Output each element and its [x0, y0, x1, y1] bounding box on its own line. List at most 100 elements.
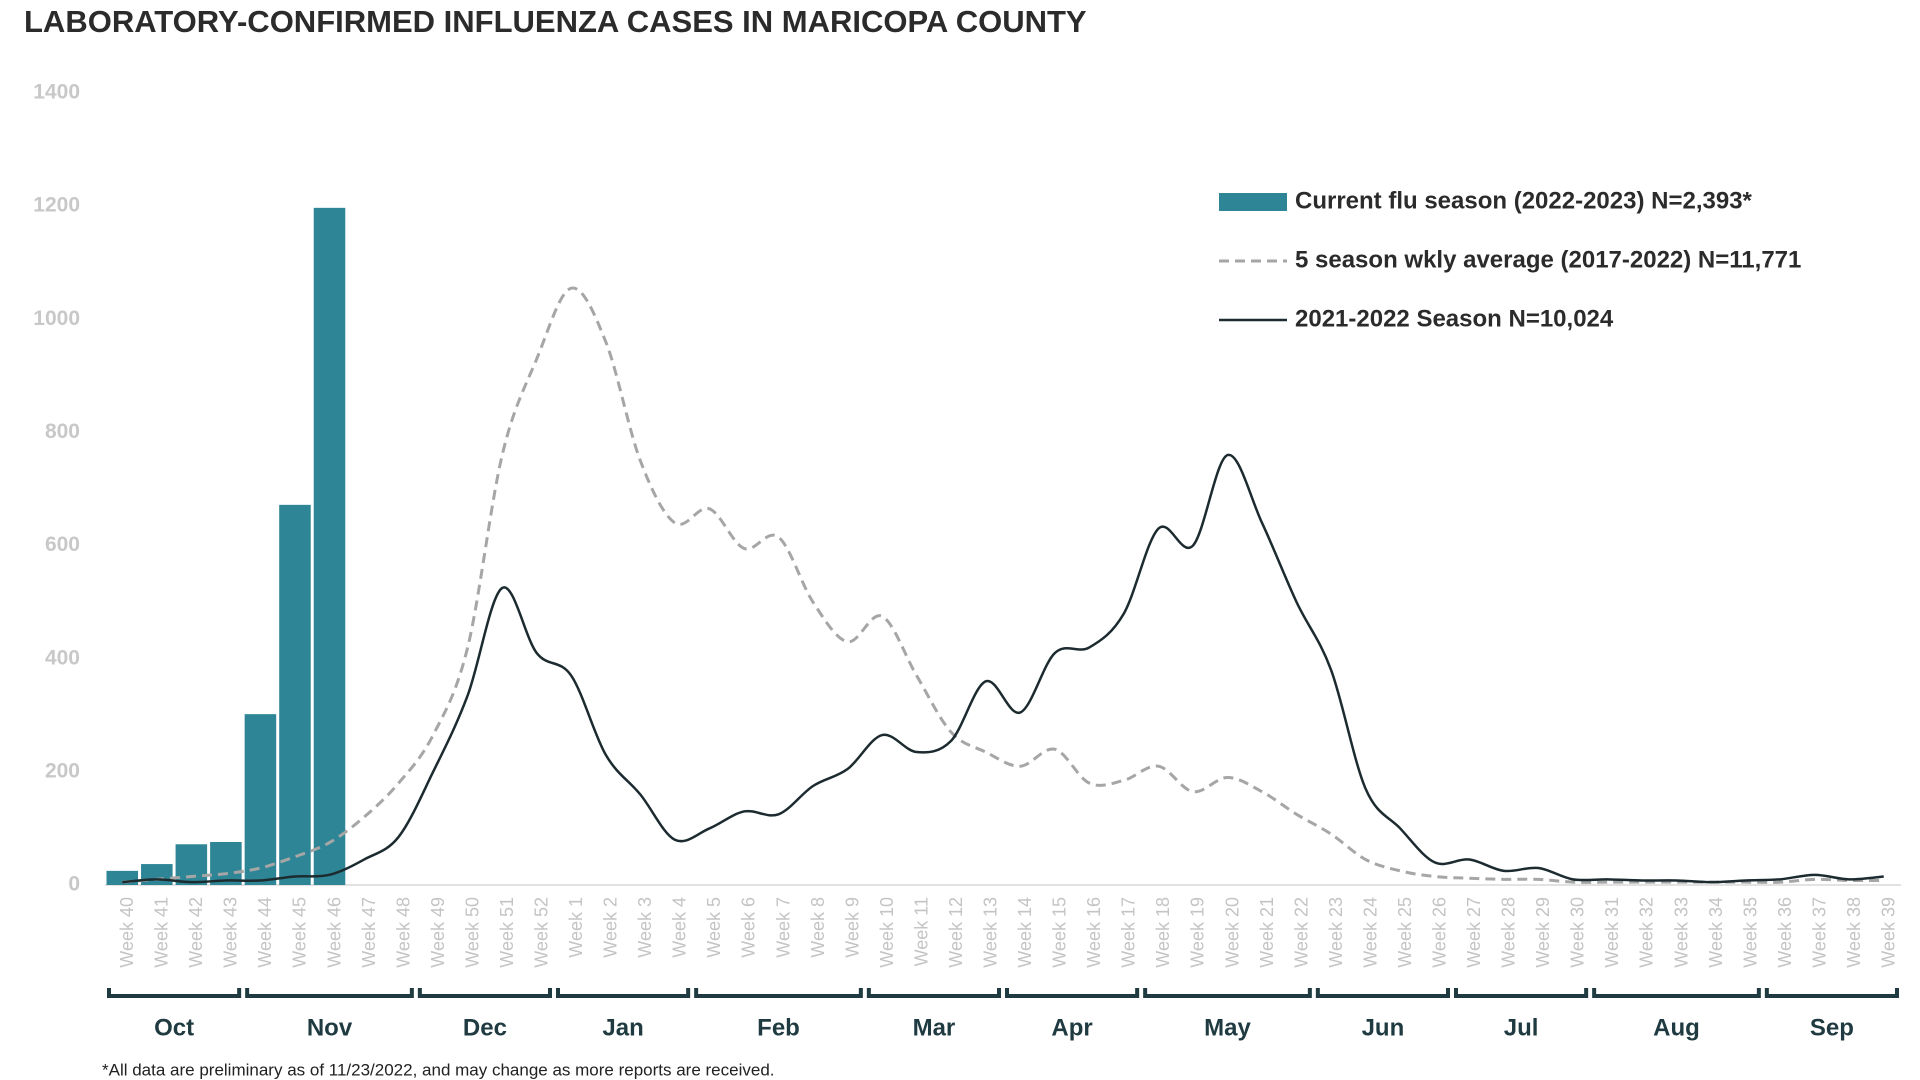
month-label: Jul [1504, 1014, 1539, 1041]
month-label: Aug [1653, 1014, 1700, 1041]
x-tick-label: Week 50 [462, 897, 482, 968]
month-bracket [245, 988, 414, 998]
x-tick-label: Week 25 [1395, 897, 1415, 968]
x-tick-label: Week 44 [255, 897, 275, 968]
x-tick-label: Week 29 [1533, 897, 1553, 968]
legend-label: 5 season wkly average (2017-2022) N=11,7… [1295, 246, 1801, 273]
month-label: Sep [1810, 1014, 1854, 1041]
line [122, 286, 1884, 884]
y-tick-label: 400 [45, 646, 80, 669]
month-label: May [1204, 1014, 1251, 1041]
x-tick-label: Week 35 [1740, 897, 1760, 968]
x-tick-label: Week 27 [1464, 897, 1484, 968]
x-tick-label: Week 37 [1809, 897, 1829, 968]
x-tick-label: Week 10 [877, 897, 897, 968]
x-tick-label: Week 34 [1706, 897, 1726, 968]
x-tick-label: Week 46 [324, 897, 344, 968]
y-tick-label: 600 [45, 533, 80, 556]
x-tick-label: Week 17 [1119, 897, 1139, 968]
x-tick-label: Week 22 [1291, 897, 1311, 968]
x-tick-label: Week 14 [1015, 897, 1035, 968]
x-tick-label: Week 7 [773, 897, 793, 958]
y-tick-label: 1400 [33, 81, 80, 104]
x-tick-label: Week 20 [1222, 897, 1242, 968]
x-tick-label: Week 4 [670, 897, 690, 958]
x-tick-label: Week 26 [1429, 897, 1449, 968]
x-tick-label: Week 33 [1671, 897, 1691, 968]
month-label: Nov [307, 1014, 353, 1041]
x-tick-label: Week 24 [1360, 897, 1380, 968]
x-tick-label: Week 48 [393, 897, 413, 968]
x-tick-label: Week 9 [842, 897, 862, 958]
month-label: Apr [1051, 1014, 1092, 1041]
x-tick-label: Week 3 [635, 897, 655, 958]
month-bracket [866, 988, 1001, 998]
x-tick-label: Week 21 [1257, 897, 1277, 968]
x-tick-label: Week 13 [980, 897, 1000, 968]
x-tick-label: Week 38 [1844, 897, 1864, 968]
x-tick-label: Week 40 [117, 897, 137, 968]
y-tick-label: 1000 [33, 307, 80, 330]
month-bracket [1454, 988, 1589, 998]
x-tick-label: Week 12 [946, 897, 966, 968]
x-tick-label: Week 19 [1188, 897, 1208, 968]
month-bracket [417, 988, 552, 998]
x-tick-label: Week 16 [1084, 897, 1104, 968]
month-bracket [1143, 988, 1312, 998]
x-tick-label: Week 31 [1602, 897, 1622, 968]
x-tick-label: Week 43 [221, 897, 241, 968]
legend-label: 2021-2022 Season N=10,024 [1295, 305, 1614, 332]
footnote: *All data are preliminary as of 11/23/20… [102, 1060, 775, 1079]
month-label: Mar [913, 1014, 956, 1041]
x-tick-label: Week 51 [497, 897, 517, 968]
month-bracket [107, 988, 242, 998]
x-tick-label: Week 42 [186, 897, 206, 968]
x-tick-label: Week 39 [1878, 897, 1898, 968]
month-label: Jun [1362, 1014, 1405, 1041]
x-tick-label: Week 15 [1050, 897, 1070, 968]
bar [313, 207, 346, 886]
x-tick-label: Week 8 [808, 897, 828, 958]
x-tick-label: Week 36 [1775, 897, 1795, 968]
x-tick-label: Week 23 [1326, 897, 1346, 968]
month-bracket [556, 988, 691, 998]
legend-swatch [1219, 193, 1287, 211]
bar [141, 864, 173, 885]
month-bracket [1005, 988, 1140, 998]
x-tick-label: Week 6 [739, 897, 759, 958]
x-tick-label: Week 5 [704, 897, 724, 958]
x-tick-label: Week 11 [911, 897, 931, 966]
x-tick-label: Week 49 [428, 897, 448, 968]
x-tick-label: Week 18 [1153, 897, 1173, 968]
month-bracket [1592, 988, 1761, 998]
y-tick-label: 800 [45, 420, 80, 443]
bar [210, 842, 242, 885]
line [122, 453, 1884, 884]
x-tick-label: Week 45 [290, 897, 310, 968]
month-bracket [1764, 988, 1899, 998]
bar [244, 714, 277, 885]
month-bracket [1315, 988, 1450, 998]
y-tick-label: 1200 [33, 194, 80, 217]
x-tick-label: Week 52 [531, 897, 551, 968]
x-tick-label: Week 1 [566, 897, 586, 958]
bar [175, 844, 208, 885]
month-label: Oct [154, 1014, 194, 1041]
month-bracket [694, 988, 863, 998]
y-tick-label: 200 [45, 759, 80, 782]
x-tick-label: Week 30 [1568, 897, 1588, 968]
month-label: Jan [602, 1014, 643, 1041]
x-tick-label: Week 47 [359, 897, 379, 968]
x-tick-label: Week 41 [152, 897, 172, 968]
month-label: Feb [757, 1014, 800, 1041]
bar [106, 870, 139, 885]
x-tick-label: Week 32 [1637, 897, 1657, 968]
bar [279, 504, 311, 885]
x-tick-label: Week 28 [1499, 897, 1519, 968]
legend-label: Current flu season (2022-2023) N=2,393* [1295, 187, 1753, 214]
x-tick-label: Week 2 [601, 897, 621, 958]
month-label: Dec [463, 1014, 507, 1041]
y-tick-label: 0 [68, 873, 80, 896]
